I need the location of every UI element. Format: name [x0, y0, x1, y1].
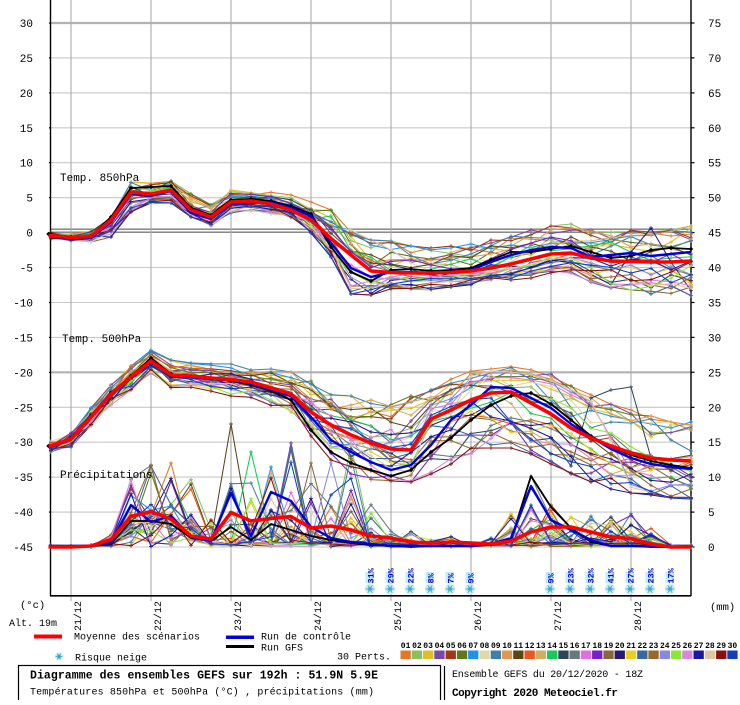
svg-text:09: 09: [491, 642, 501, 651]
svg-text:-15: -15: [13, 333, 33, 345]
svg-text:17: 17: [581, 642, 591, 651]
svg-text:Moyenne des scénarios: Moyenne des scénarios: [74, 632, 200, 644]
svg-text:9%: 9%: [467, 572, 477, 583]
svg-text:70: 70: [708, 54, 721, 66]
svg-text:24/12: 24/12: [313, 601, 325, 631]
svg-text:-45: -45: [13, 543, 33, 555]
svg-text:25/12: 25/12: [393, 601, 405, 631]
svg-text:17%: 17%: [667, 567, 677, 583]
svg-text:15: 15: [20, 124, 33, 136]
svg-text:23/12: 23/12: [233, 601, 245, 631]
svg-text:Ensemble GEFS du 20/12/2020 -: Ensemble GEFS du 20/12/2020 - 18Z: [452, 669, 643, 681]
svg-text:15: 15: [559, 642, 569, 651]
svg-text:15: 15: [708, 438, 721, 450]
svg-text:40: 40: [708, 264, 721, 276]
svg-text:Risque neige: Risque neige: [75, 653, 147, 665]
svg-text:-5: -5: [20, 264, 33, 276]
svg-text:Copyright 2020 Meteociel.fr: Copyright 2020 Meteociel.fr: [452, 688, 618, 700]
svg-text:32%: 32%: [587, 567, 597, 583]
svg-text:35: 35: [708, 299, 721, 311]
svg-text:26/12: 26/12: [473, 601, 485, 631]
svg-text:Diagramme des ensembles GEFS s: Diagramme des ensembles GEFS sur 192h : …: [30, 670, 378, 683]
svg-text:04: 04: [435, 642, 445, 651]
svg-text:23%: 23%: [647, 567, 657, 583]
svg-text:02: 02: [412, 642, 422, 651]
svg-text:03: 03: [423, 642, 433, 651]
svg-text:(°c): (°c): [20, 600, 45, 612]
svg-text:13: 13: [536, 642, 546, 651]
svg-text:65: 65: [708, 89, 721, 101]
svg-text:22: 22: [637, 642, 647, 651]
svg-text:29: 29: [716, 642, 726, 651]
svg-text:Alt. 19m: Alt. 19m: [9, 618, 57, 630]
svg-text:-30: -30: [13, 438, 33, 450]
svg-text:22%: 22%: [407, 567, 417, 583]
svg-text:30: 30: [728, 642, 738, 651]
svg-text:21/12: 21/12: [73, 601, 85, 631]
svg-text:26: 26: [683, 642, 693, 651]
svg-text:-25: -25: [13, 403, 33, 415]
svg-text:08: 08: [480, 642, 490, 651]
svg-text:28/12: 28/12: [633, 601, 645, 631]
svg-text:06: 06: [457, 642, 467, 651]
svg-text:-10: -10: [13, 299, 33, 311]
svg-text:9%: 9%: [547, 572, 557, 583]
svg-text:24: 24: [660, 642, 670, 651]
svg-text:41%: 41%: [607, 567, 617, 583]
svg-text:05: 05: [446, 642, 456, 651]
svg-text:Temp. 500hPa: Temp. 500hPa: [62, 334, 142, 346]
svg-text:25: 25: [671, 642, 681, 651]
svg-text:60: 60: [708, 124, 721, 136]
svg-text:0: 0: [26, 229, 33, 241]
svg-text:10: 10: [708, 473, 721, 485]
svg-text:27/12: 27/12: [553, 601, 565, 631]
svg-text:45: 45: [708, 229, 721, 241]
svg-text:55: 55: [708, 159, 721, 171]
svg-text:16: 16: [570, 642, 580, 651]
svg-text:10: 10: [502, 642, 512, 651]
svg-text:Run GFS: Run GFS: [261, 644, 303, 655]
svg-text:75: 75: [708, 19, 721, 31]
svg-text:-35: -35: [13, 473, 33, 485]
svg-text:-40: -40: [13, 508, 33, 520]
svg-text:50: 50: [708, 194, 721, 206]
svg-text:07: 07: [468, 642, 478, 651]
svg-text:31%: 31%: [367, 567, 377, 583]
svg-text:23%: 23%: [567, 567, 577, 583]
svg-text:25: 25: [20, 54, 33, 66]
svg-text:25: 25: [708, 368, 721, 380]
svg-text:18: 18: [592, 642, 602, 651]
svg-text:27: 27: [694, 642, 704, 651]
svg-text:30: 30: [708, 333, 721, 345]
svg-text:19: 19: [604, 642, 614, 651]
svg-text:Températures 850hPa et 500hPa: Températures 850hPa et 500hPa (°C) , pré…: [30, 687, 374, 699]
svg-text:27%: 27%: [627, 567, 637, 583]
svg-text:20: 20: [708, 403, 721, 415]
svg-text:5: 5: [708, 508, 715, 520]
svg-text:14: 14: [547, 642, 557, 651]
svg-text:Précipitations: Précipitations: [60, 470, 152, 482]
svg-text:22/12: 22/12: [153, 601, 165, 631]
svg-text:30 Perts.: 30 Perts.: [337, 653, 391, 664]
svg-text:30: 30: [20, 19, 33, 31]
svg-text:(mm): (mm): [710, 602, 735, 614]
svg-text:10: 10: [20, 159, 33, 171]
svg-text:8%: 8%: [427, 572, 437, 583]
svg-text:01: 01: [401, 642, 411, 651]
svg-text:11: 11: [513, 642, 523, 651]
svg-text:12: 12: [525, 642, 535, 651]
svg-text:20: 20: [20, 89, 33, 101]
svg-text:Run de contrôle: Run de contrôle: [261, 632, 351, 644]
svg-text:5: 5: [26, 194, 33, 206]
svg-text:-20: -20: [13, 368, 33, 380]
svg-text:20: 20: [615, 642, 625, 651]
svg-text:0: 0: [708, 543, 715, 555]
svg-text:28: 28: [705, 642, 715, 651]
svg-text:23: 23: [649, 642, 659, 651]
svg-text:21: 21: [626, 642, 636, 651]
svg-text:29%: 29%: [387, 567, 397, 583]
svg-text:Temp. 850hPa: Temp. 850hPa: [60, 173, 140, 185]
svg-text:7%: 7%: [447, 572, 457, 583]
